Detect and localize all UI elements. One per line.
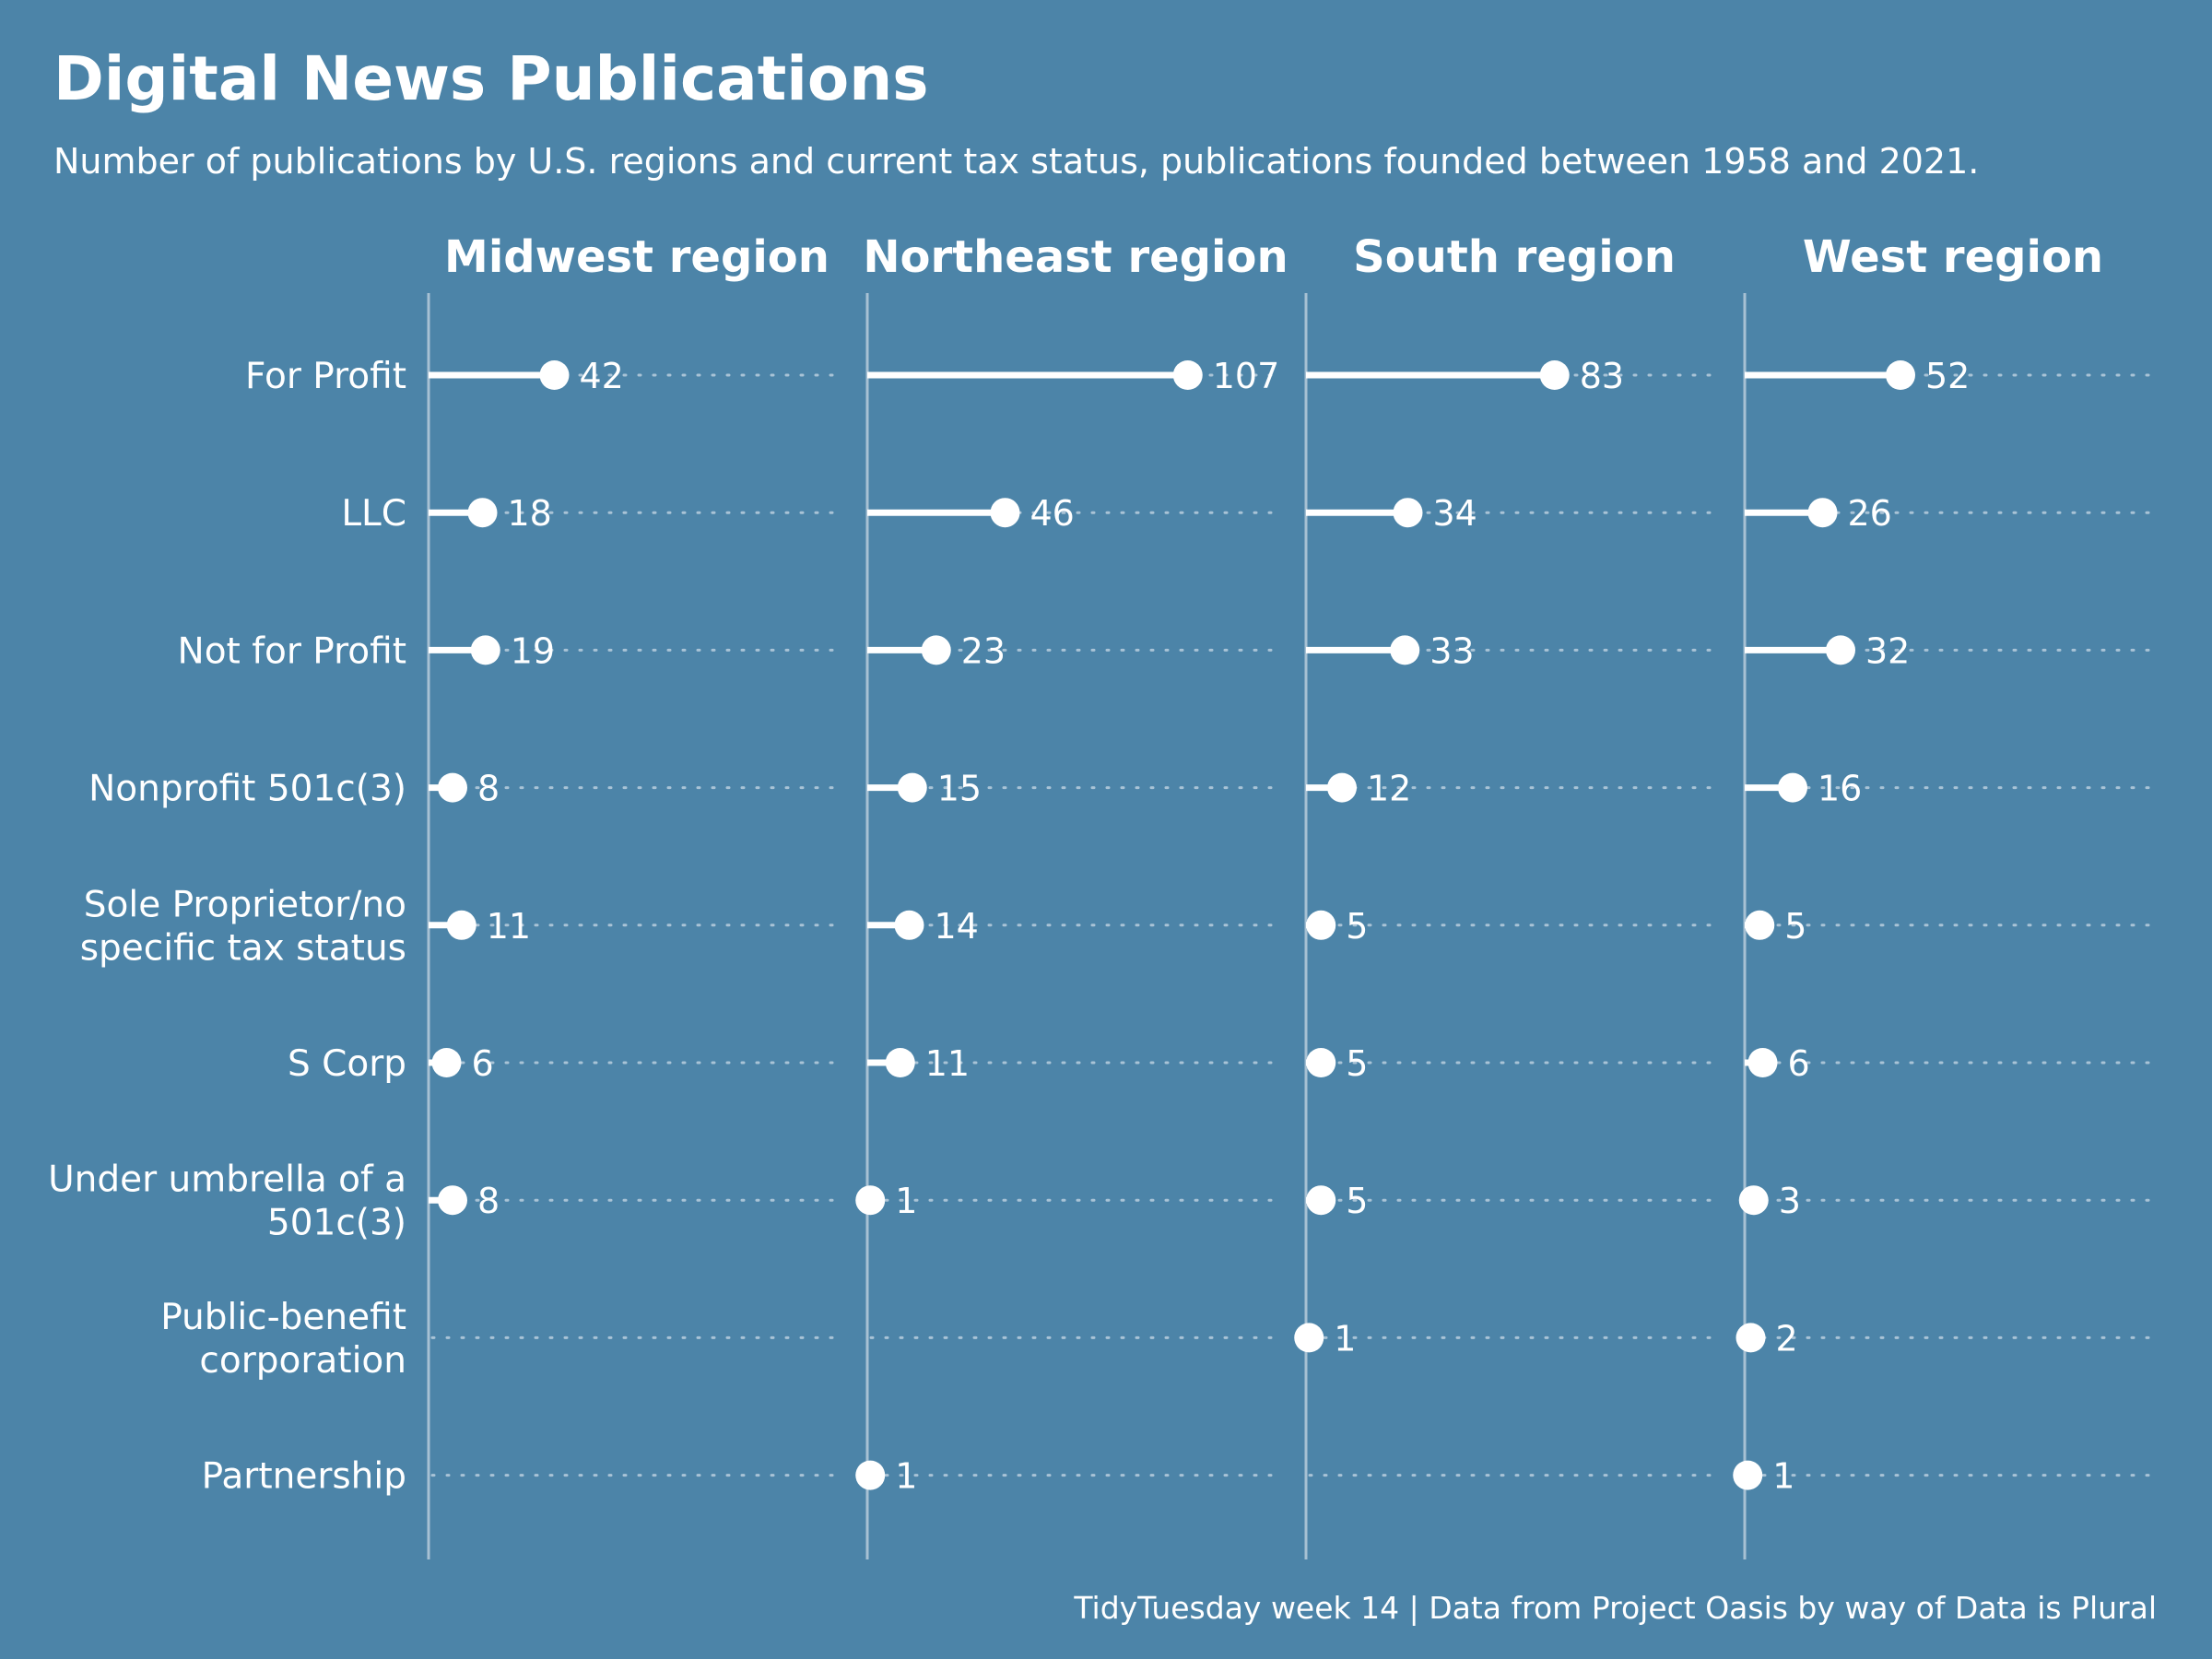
- data-label: 11: [925, 1043, 970, 1084]
- lollipop-dot: [1539, 360, 1570, 390]
- data-label: 12: [1367, 769, 1411, 809]
- data-label: 14: [935, 906, 979, 947]
- category-label: Not for Profit: [178, 630, 406, 672]
- data-label: 32: [1865, 630, 1910, 671]
- lollipop-dot: [1172, 360, 1203, 390]
- lollipop-dot: [1294, 1323, 1324, 1353]
- lollipop-dot: [467, 498, 498, 528]
- lollipop-dot: [855, 1185, 886, 1216]
- data-label: 83: [1580, 356, 1624, 396]
- category-label: Under umbrella of a 501c(3): [48, 1159, 406, 1244]
- lollipop-dot: [446, 910, 477, 940]
- category-label: LLC: [341, 493, 406, 535]
- facet-label: South region: [1353, 231, 1676, 283]
- lollipop-dot: [539, 360, 570, 390]
- data-label: 107: [1213, 356, 1280, 396]
- lollipop-dot: [1733, 1460, 1763, 1490]
- chart-caption: TidyTuesday week 14 | Data from Project …: [1073, 1590, 2157, 1626]
- category-label: S Corp: [288, 1043, 406, 1085]
- lollipop-dot: [990, 498, 1020, 528]
- data-label: 18: [508, 493, 552, 534]
- data-label: 6: [472, 1043, 494, 1084]
- chart-subtitle: Number of publications by U.S. regions a…: [53, 141, 1979, 182]
- category-label: Partnership: [202, 1456, 406, 1498]
- data-label: 11: [487, 906, 531, 947]
- data-label: 34: [1433, 493, 1477, 534]
- lollipop-dot: [1306, 1048, 1336, 1077]
- lollipop-dot: [1745, 910, 1775, 940]
- data-label: 16: [1818, 769, 1862, 809]
- data-label: 1: [1334, 1318, 1356, 1359]
- category-label: Nonprofit 501c(3): [88, 769, 406, 810]
- data-label: 1: [1772, 1456, 1794, 1497]
- data-label: 3: [1779, 1181, 1801, 1221]
- lollipop-dot: [470, 635, 500, 665]
- data-label: 19: [511, 630, 555, 671]
- data-label: 6: [1788, 1043, 1810, 1084]
- lollipop-dot: [438, 772, 467, 803]
- lollipop-dot: [1390, 635, 1420, 665]
- data-label: 1: [895, 1181, 917, 1221]
- data-label: 15: [937, 769, 982, 809]
- data-label: 42: [580, 356, 624, 396]
- lollipop-dot: [894, 910, 924, 940]
- lollipop-dot: [438, 1185, 467, 1216]
- data-label: 5: [1346, 1043, 1368, 1084]
- chart-title: Digital News Publications: [53, 43, 929, 114]
- data-label: 33: [1430, 630, 1474, 671]
- lollipop-dot: [1747, 1048, 1778, 1077]
- lollipop-dot: [1327, 772, 1357, 803]
- data-label: 2: [1776, 1318, 1798, 1359]
- lollipop-dot: [1826, 635, 1855, 665]
- lollipop-dot: [885, 1048, 915, 1077]
- lollipop-dot: [1807, 498, 1838, 528]
- data-label: 8: [477, 769, 500, 809]
- facet-label: Midwest region: [444, 231, 830, 283]
- lollipop-dot: [1738, 1185, 1769, 1216]
- lollipop-dot: [855, 1460, 886, 1490]
- lollipop-dot: [431, 1048, 462, 1077]
- lollipop-dot: [897, 772, 927, 803]
- lollipop-dot: [1393, 498, 1423, 528]
- lollipop-dot: [921, 635, 951, 665]
- facet-label: Northeast region: [863, 231, 1288, 283]
- data-label: 23: [961, 630, 1006, 671]
- lollipop-dot: [1306, 1185, 1336, 1216]
- lollipop-dot: [1886, 360, 1915, 390]
- data-label: 46: [1030, 493, 1075, 534]
- data-label: 5: [1346, 906, 1368, 947]
- category-label: Public-benefit corporation: [160, 1297, 406, 1382]
- facet-label: West region: [1803, 231, 2103, 283]
- lollipop-dot: [1306, 910, 1336, 940]
- data-label: 5: [1784, 906, 1806, 947]
- category-label: For Profit: [245, 356, 406, 397]
- data-label: 8: [477, 1181, 500, 1221]
- data-label: 26: [1848, 493, 1892, 534]
- data-label: 52: [1925, 356, 1970, 396]
- lollipop-dot: [1735, 1323, 1766, 1353]
- data-label: 5: [1346, 1181, 1368, 1221]
- data-label: 1: [895, 1456, 917, 1497]
- category-label: Sole Proprietor/no specific tax status: [80, 884, 406, 969]
- lollipop-dot: [1778, 772, 1807, 803]
